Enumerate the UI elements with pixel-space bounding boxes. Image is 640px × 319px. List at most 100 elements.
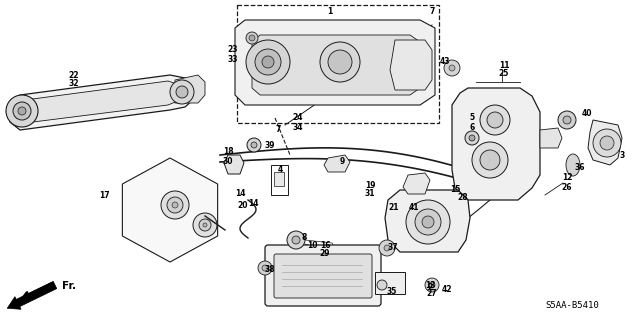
- Polygon shape: [122, 158, 218, 262]
- Circle shape: [172, 202, 178, 208]
- Text: 35: 35: [387, 286, 397, 295]
- FancyArrow shape: [7, 281, 57, 309]
- Text: 39: 39: [265, 140, 275, 150]
- Circle shape: [320, 42, 360, 82]
- Text: 24: 24: [292, 114, 303, 122]
- Circle shape: [328, 50, 352, 74]
- Polygon shape: [18, 81, 180, 123]
- Text: 42: 42: [442, 286, 452, 294]
- Circle shape: [425, 278, 439, 292]
- Circle shape: [18, 107, 26, 115]
- FancyBboxPatch shape: [274, 254, 372, 298]
- Circle shape: [593, 129, 621, 157]
- Circle shape: [13, 102, 31, 120]
- Circle shape: [558, 111, 576, 129]
- Circle shape: [262, 56, 274, 68]
- Polygon shape: [235, 20, 435, 105]
- Text: 25: 25: [499, 70, 509, 78]
- Text: 8: 8: [301, 233, 307, 241]
- Text: 4: 4: [277, 166, 283, 174]
- Text: 34: 34: [292, 122, 303, 131]
- Polygon shape: [385, 190, 470, 252]
- Circle shape: [167, 197, 183, 213]
- Circle shape: [247, 138, 261, 152]
- Text: 28: 28: [458, 194, 468, 203]
- Text: 15: 15: [450, 186, 460, 195]
- Text: 19: 19: [365, 181, 375, 189]
- Text: 18: 18: [223, 147, 234, 157]
- Polygon shape: [540, 128, 562, 148]
- Polygon shape: [252, 35, 420, 95]
- Circle shape: [246, 32, 258, 44]
- Text: 37: 37: [388, 243, 398, 253]
- Circle shape: [251, 142, 257, 148]
- Text: 41: 41: [409, 204, 419, 212]
- Circle shape: [6, 95, 38, 127]
- Text: 14: 14: [235, 189, 245, 197]
- Circle shape: [292, 236, 300, 244]
- Circle shape: [258, 261, 272, 275]
- Circle shape: [377, 280, 387, 290]
- Circle shape: [287, 231, 305, 249]
- Circle shape: [600, 136, 614, 150]
- Text: 13: 13: [425, 280, 435, 290]
- Text: 10: 10: [307, 241, 317, 250]
- Polygon shape: [175, 75, 205, 103]
- Text: 7: 7: [429, 8, 435, 17]
- Polygon shape: [390, 40, 432, 90]
- Text: 5: 5: [469, 114, 475, 122]
- Text: 9: 9: [339, 158, 344, 167]
- Bar: [375, 272, 405, 294]
- Circle shape: [444, 60, 460, 76]
- Circle shape: [199, 219, 211, 231]
- Circle shape: [469, 135, 475, 141]
- Circle shape: [262, 265, 268, 271]
- Text: 30: 30: [223, 158, 233, 167]
- Circle shape: [480, 150, 500, 170]
- Polygon shape: [452, 88, 540, 200]
- Ellipse shape: [566, 154, 580, 176]
- Circle shape: [449, 65, 455, 71]
- Text: S5AA-B5410: S5AA-B5410: [545, 300, 599, 309]
- Text: 23: 23: [228, 46, 238, 55]
- Circle shape: [246, 40, 290, 84]
- Text: 12: 12: [562, 174, 572, 182]
- Text: 26: 26: [562, 183, 572, 192]
- Text: 2: 2: [428, 284, 433, 293]
- Text: 32: 32: [68, 79, 79, 88]
- Text: 11: 11: [499, 61, 509, 70]
- Text: 17: 17: [99, 191, 109, 201]
- Circle shape: [379, 240, 395, 256]
- Text: 31: 31: [365, 189, 375, 198]
- Bar: [237, 5, 439, 123]
- Circle shape: [255, 49, 281, 75]
- Polygon shape: [588, 120, 622, 165]
- Text: 14: 14: [248, 199, 259, 209]
- Text: 16: 16: [320, 241, 330, 249]
- Bar: [274, 172, 284, 186]
- Polygon shape: [403, 173, 430, 194]
- Text: 1: 1: [328, 8, 333, 17]
- Polygon shape: [224, 155, 244, 174]
- Circle shape: [465, 131, 479, 145]
- Text: 33: 33: [228, 55, 238, 63]
- Circle shape: [429, 282, 435, 288]
- Polygon shape: [324, 155, 350, 172]
- Text: 38: 38: [265, 265, 275, 275]
- Circle shape: [480, 105, 510, 135]
- Circle shape: [487, 112, 503, 128]
- Text: 27: 27: [427, 290, 437, 299]
- Text: 7: 7: [275, 125, 281, 135]
- Circle shape: [563, 116, 571, 124]
- Polygon shape: [10, 75, 193, 130]
- Circle shape: [384, 245, 390, 251]
- Text: 40: 40: [582, 108, 592, 117]
- Text: Fr.: Fr.: [62, 281, 76, 291]
- Circle shape: [203, 223, 207, 227]
- Text: 6: 6: [469, 123, 475, 132]
- Text: 22: 22: [68, 70, 79, 79]
- Circle shape: [170, 80, 194, 104]
- Circle shape: [176, 86, 188, 98]
- Circle shape: [422, 216, 434, 228]
- Text: 36: 36: [575, 164, 585, 173]
